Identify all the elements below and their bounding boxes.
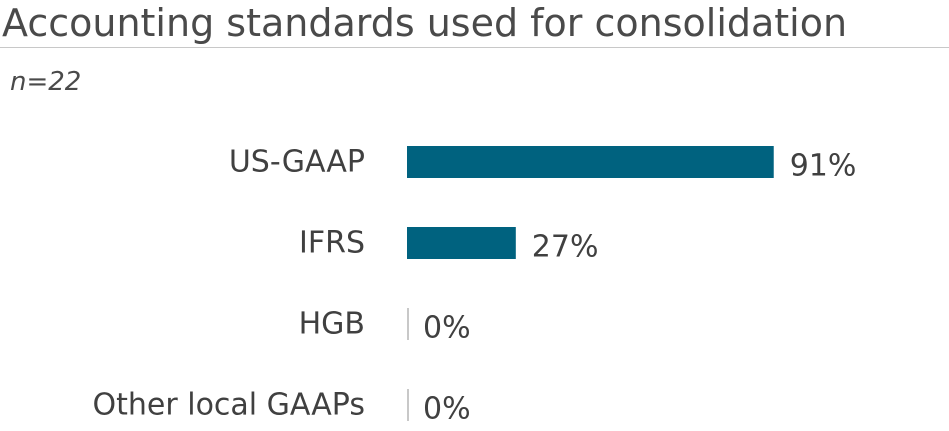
data-label: 0% bbox=[423, 311, 471, 346]
bar-zero bbox=[407, 308, 409, 340]
title-divider bbox=[0, 47, 949, 48]
data-label: 0% bbox=[423, 392, 471, 427]
category-label: US-GAAP bbox=[229, 145, 365, 180]
bar-zero bbox=[407, 389, 409, 421]
category-label: IFRS bbox=[299, 226, 365, 261]
data-label: 91% bbox=[790, 149, 857, 184]
chart-subtitle: n=22 bbox=[10, 67, 82, 97]
bar bbox=[407, 227, 516, 259]
data-label: 27% bbox=[532, 230, 599, 265]
chart-title: Accounting standards used for consolidat… bbox=[2, 1, 848, 45]
category-label: HGB bbox=[299, 307, 365, 342]
category-label: Other local GAAPs bbox=[93, 388, 365, 423]
bar bbox=[407, 146, 774, 178]
